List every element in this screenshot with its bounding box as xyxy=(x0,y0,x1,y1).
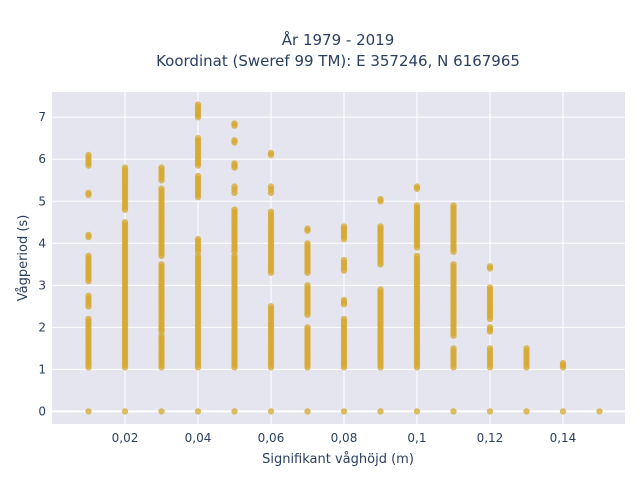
data-point xyxy=(486,324,494,331)
data-point xyxy=(340,408,348,415)
data-point xyxy=(377,223,384,230)
data-point xyxy=(158,164,165,171)
y-tick-label: 2 xyxy=(38,320,46,334)
data-point xyxy=(231,120,238,127)
data-point xyxy=(231,160,238,167)
y-tick-label: 4 xyxy=(38,236,46,250)
data-point xyxy=(194,135,202,142)
data-point xyxy=(377,408,384,415)
x-tick-label: 0,04 xyxy=(185,431,212,445)
data-point xyxy=(523,345,530,352)
data-point xyxy=(450,202,457,209)
data-point xyxy=(340,256,348,264)
data-point xyxy=(267,303,275,310)
data-point xyxy=(85,189,92,197)
data-point xyxy=(559,408,567,415)
data-point xyxy=(85,151,92,159)
y-tick-label: 3 xyxy=(38,278,46,292)
data-point xyxy=(486,345,494,352)
gridlines xyxy=(52,92,625,424)
data-point xyxy=(340,296,348,304)
data-point xyxy=(267,183,275,190)
data-point xyxy=(413,183,421,190)
x-axis-title: Signifikant våghöjd (m) xyxy=(262,452,414,467)
data-point xyxy=(377,196,384,203)
chart-title-line2: Koordinat (Sweref 99 TM): E 357246, N 61… xyxy=(156,52,520,70)
x-tick-label: 0,08 xyxy=(331,431,358,445)
y-axis-ticks: 0 1 2 3 4 5 6 7 xyxy=(38,110,46,418)
data-point xyxy=(304,225,311,232)
x-tick-label: 0,02 xyxy=(112,431,139,445)
y-tick-label: 1 xyxy=(38,362,46,376)
data-point xyxy=(340,315,348,323)
data-point xyxy=(304,324,311,331)
data-point xyxy=(559,359,567,367)
data-point xyxy=(486,408,494,415)
data-point xyxy=(304,408,311,415)
data-point xyxy=(413,202,421,209)
data-point xyxy=(231,408,238,415)
data-point xyxy=(486,263,494,270)
data-point xyxy=(158,408,165,415)
chart-title-line1: År 1979 - 2019 xyxy=(282,30,395,49)
x-tick-label: 0,14 xyxy=(550,431,577,445)
y-tick-label: 0 xyxy=(38,404,46,418)
plot-area xyxy=(52,92,625,424)
data-point xyxy=(85,252,92,260)
data-point xyxy=(158,185,165,192)
x-tick-label: 0,06 xyxy=(258,431,285,445)
data-point xyxy=(267,408,275,415)
data-point xyxy=(304,240,311,247)
data-point xyxy=(121,164,129,171)
data-point xyxy=(596,408,603,415)
data-point xyxy=(413,408,421,415)
data-point xyxy=(194,101,202,108)
y-tick-label: 6 xyxy=(38,152,46,166)
data-point xyxy=(194,408,202,415)
data-point xyxy=(85,231,92,239)
data-point xyxy=(85,408,92,415)
data-point xyxy=(194,235,202,243)
x-tick-label: 0,1 xyxy=(407,431,426,445)
data-point xyxy=(340,223,348,230)
data-point xyxy=(231,183,238,190)
data-point xyxy=(121,219,129,226)
data-point xyxy=(267,149,275,157)
y-tick-label: 5 xyxy=(38,194,46,208)
data-point xyxy=(194,172,202,180)
data-point xyxy=(450,261,457,268)
data-point xyxy=(158,261,165,268)
y-axis-title: Vågperiod (s) xyxy=(16,215,31,302)
data-point xyxy=(413,252,421,260)
data-point xyxy=(450,408,457,415)
x-tick-label: 0,12 xyxy=(477,431,504,445)
data-point xyxy=(450,345,457,352)
data-point xyxy=(523,408,530,415)
data-point xyxy=(267,208,275,215)
data-point xyxy=(231,206,238,213)
data-point xyxy=(85,292,92,299)
data-point xyxy=(377,286,384,293)
data-points xyxy=(85,101,603,415)
y-tick-label: 7 xyxy=(38,110,46,124)
data-point xyxy=(486,284,494,291)
data-point xyxy=(304,282,311,289)
x-axis-ticks: 0,02 0,04 0,06 0,08 0,1 0,12 0,14 xyxy=(112,431,577,445)
data-point xyxy=(121,408,129,415)
data-point xyxy=(85,315,92,323)
data-point xyxy=(231,137,238,144)
